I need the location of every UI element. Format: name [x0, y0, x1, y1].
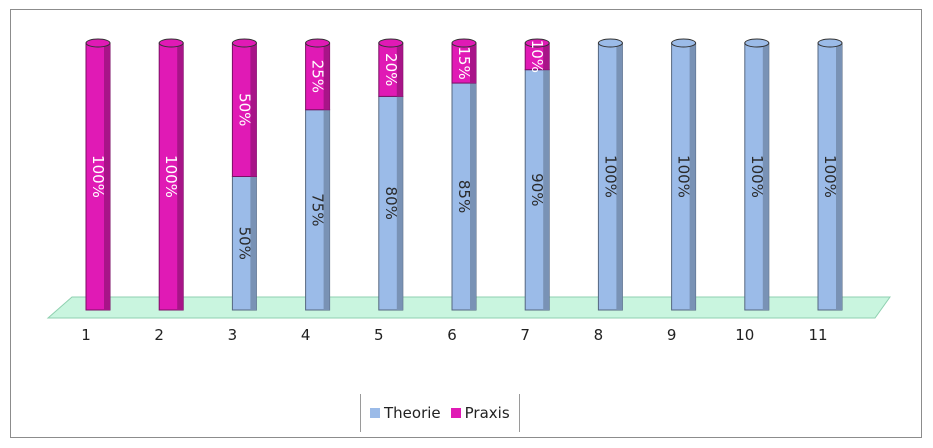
data-label-praxis-7: 10% — [528, 40, 546, 73]
bar-group-9: 100% — [671, 38, 697, 311]
data-label-praxis-5: 20% — [382, 53, 400, 86]
bars: 100% 100% 50% 50% 75% 25% 80% 20% 85% 15% 90% 10% 10… — [85, 38, 843, 311]
bar-cap-9 — [671, 38, 697, 48]
bar-cap-3 — [231, 38, 257, 48]
bar-group-11: 100% — [817, 38, 843, 311]
bar-theorie-shade-7 — [543, 69, 550, 310]
data-label-theorie-5: 80% — [382, 187, 400, 220]
data-label-theorie-6: 85% — [455, 180, 473, 213]
bar-praxis-shade-7 — [543, 43, 550, 70]
bar-cap-6 — [451, 38, 477, 48]
x-tick-label-7: 7 — [520, 326, 530, 344]
legend-item-praxis: Praxis — [450, 404, 510, 422]
bar-cap-10 — [744, 38, 770, 48]
bar-theorie-shade-9 — [689, 43, 696, 310]
legend-label-praxis: Praxis — [464, 404, 510, 422]
data-label-praxis-2: 100% — [162, 155, 180, 198]
bar-praxis-shade-4 — [323, 43, 330, 110]
legend-label-theorie: Theorie — [384, 404, 441, 422]
x-tick-label-5: 5 — [374, 326, 384, 344]
data-label-praxis-6: 15% — [455, 46, 473, 79]
x-tick-label-8: 8 — [594, 326, 604, 344]
bar-cap-4 — [305, 38, 331, 48]
bar-theorie-shade-5 — [396, 96, 403, 311]
bar-group-10: 100% — [744, 38, 770, 311]
data-label-theorie-7: 90% — [528, 173, 546, 206]
bar-cap-7 — [524, 38, 550, 48]
x-tick-label-11: 11 — [808, 326, 827, 344]
data-label-theorie-4: 75% — [309, 193, 327, 226]
bar-praxis-shade-3 — [250, 43, 257, 177]
bar-cap-2 — [158, 38, 184, 48]
legend-swatch-theorie — [370, 408, 380, 418]
legend-item-theorie: Theorie — [370, 404, 441, 422]
x-tick-label-10: 10 — [735, 326, 754, 344]
bar-cap-1 — [85, 38, 111, 48]
data-label-theorie-8: 100% — [601, 155, 619, 198]
x-tick-label-4: 4 — [301, 326, 311, 344]
data-label-praxis-1: 100% — [89, 155, 107, 198]
bar-group-2: 100% — [158, 38, 184, 311]
x-axis-ticks: 1 2 3 4 5 6 7 8 9 10 11 — [81, 326, 827, 344]
bar-theorie-shade-3 — [250, 176, 257, 310]
data-label-theorie-11: 100% — [821, 155, 839, 198]
x-tick-label-9: 9 — [667, 326, 677, 344]
bar-group-5: 80% 20% — [378, 38, 404, 311]
legend: Theorie Praxis — [360, 394, 520, 432]
legend-swatch-praxis — [450, 408, 461, 418]
data-label-praxis-4: 25% — [309, 60, 327, 93]
bar-praxis-shade-6 — [470, 43, 476, 84]
bar-praxis-shade-5 — [396, 43, 403, 97]
data-label-theorie-10: 100% — [748, 155, 766, 198]
bar-group-6: 85% 15% — [451, 38, 477, 311]
bar-cap-11 — [817, 38, 843, 48]
bar-theorie-shade-4 — [323, 109, 330, 310]
bar-theorie-shade-10 — [762, 43, 769, 310]
bar-theorie-shade-6 — [470, 83, 476, 310]
x-tick-label-6: 6 — [447, 326, 457, 344]
bar-group-7: 90% 10% — [524, 38, 550, 311]
bar-group-8: 100% — [597, 38, 623, 311]
bar-cap-8 — [597, 38, 623, 48]
bar-group-4: 75% 25% — [305, 38, 331, 311]
bar-praxis-shade-1 — [104, 43, 110, 310]
x-tick-label-2: 2 — [154, 326, 164, 344]
data-label-theorie-3: 50% — [235, 227, 253, 260]
x-tick-label-1: 1 — [81, 326, 91, 344]
bar-group-3: 50% 50% — [231, 38, 257, 311]
bar-theorie-shade-8 — [616, 43, 623, 310]
data-label-praxis-3: 50% — [235, 93, 253, 126]
bar-praxis-shade-2 — [177, 43, 184, 310]
bar-cap-5 — [378, 38, 404, 48]
bar-theorie-shade-11 — [836, 43, 842, 310]
data-label-theorie-9: 100% — [675, 155, 693, 198]
x-tick-label-3: 3 — [228, 326, 238, 344]
bar-group-1: 100% — [85, 38, 111, 311]
